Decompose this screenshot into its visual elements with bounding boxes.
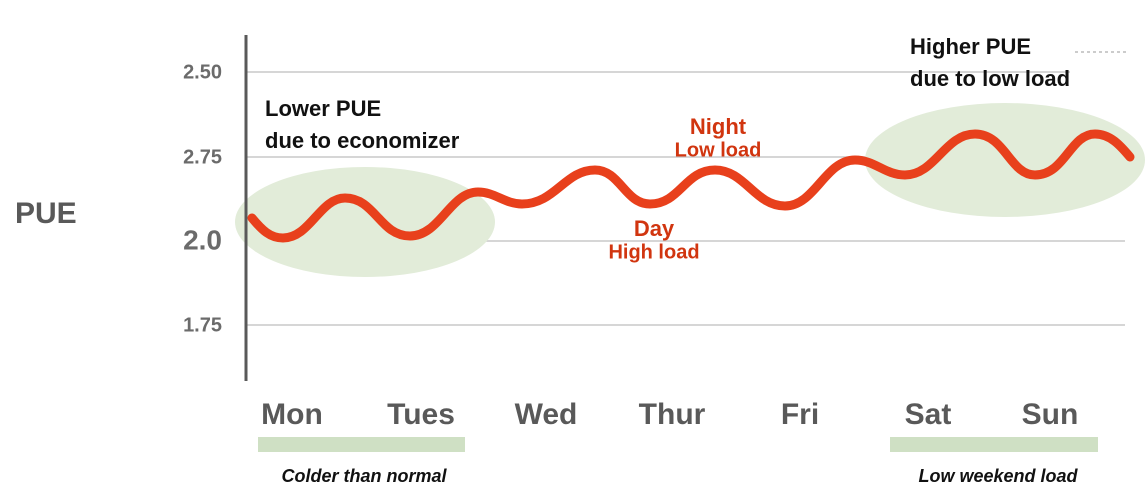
annotation: Lower PUE: [265, 96, 381, 121]
period-bar: [890, 437, 1098, 452]
x-tick-label: Thur: [639, 398, 706, 431]
highlight-ellipse: [865, 103, 1145, 217]
x-tick-label: Mon: [261, 398, 323, 431]
y-tick-label: 2.0: [183, 224, 222, 255]
y-tick-label: 2.50: [183, 61, 222, 83]
x-tick-label: Tues: [387, 398, 455, 431]
caption: Colder than normal: [281, 466, 447, 486]
annotation: Higher PUE: [910, 34, 1031, 59]
annotation: High load: [608, 241, 699, 263]
caption: Low weekend load: [918, 466, 1078, 486]
pue-curve: [247, 129, 1135, 243]
annotation: Night: [690, 114, 747, 139]
y-tick-label: 1.75: [183, 314, 222, 336]
annotation: due to low load: [910, 66, 1070, 91]
highlight-ellipse: [235, 167, 495, 277]
x-tick-label: Fri: [781, 398, 819, 431]
x-tick-label: Wed: [515, 398, 578, 431]
x-tick-label: Sun: [1022, 398, 1079, 431]
period-bar: [258, 437, 465, 452]
y-tick-label: 2.75: [183, 146, 222, 168]
annotation: Day: [634, 216, 675, 241]
axis-label: PUE: [15, 197, 77, 230]
annotation: due to economizer: [265, 128, 460, 153]
x-tick-label: Sat: [905, 398, 952, 431]
annotation: Low load: [675, 139, 762, 161]
